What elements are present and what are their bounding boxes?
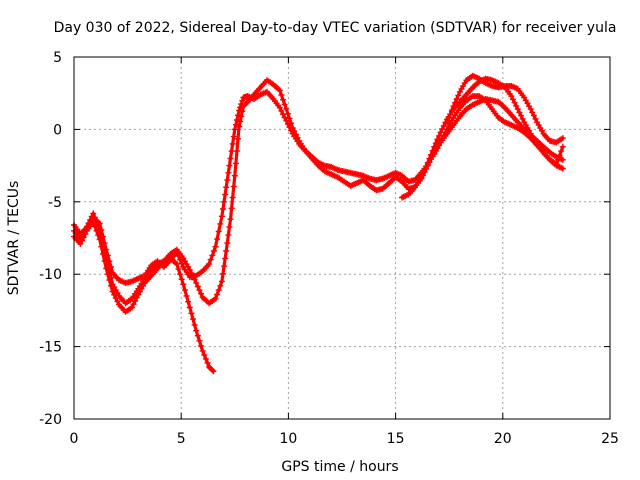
series-track-5 (444, 72, 566, 146)
series-track-3 (71, 210, 217, 375)
series-track-4 (399, 93, 566, 201)
y-tick-label: -10 (39, 267, 62, 283)
x-tick-label: 5 (177, 431, 186, 447)
x-tick-label: 25 (601, 431, 619, 447)
data-series (71, 72, 566, 375)
series-line (72, 90, 565, 285)
y-tick-label: -15 (39, 340, 62, 356)
series-markers (71, 88, 566, 286)
x-tick-label: 0 (70, 431, 79, 447)
x-tick-label: 20 (494, 431, 512, 447)
y-tick-label: 5 (53, 50, 62, 66)
series-markers (399, 93, 566, 201)
x-tick-label: 15 (387, 431, 405, 447)
axis-ticks: 0 5 10 15 20 25 -20 -15 -10 -5 0 5 (39, 50, 619, 447)
series-line (72, 211, 215, 373)
plot-frame (73, 56, 611, 420)
chart-title: Day 030 of 2022, Sidereal Day-to-day VTE… (54, 20, 617, 36)
y-axis-title: SDTVAR / TECUs (6, 181, 22, 296)
series-track-1 (71, 88, 566, 286)
y-tick-label: -20 (39, 412, 62, 428)
series-markers (444, 72, 566, 146)
x-tick-label: 10 (279, 431, 297, 447)
grid-lines (74, 57, 610, 419)
series-markers (71, 210, 217, 375)
x-axis-title: GPS time / hours (281, 459, 398, 475)
y-tick-label: -5 (48, 195, 62, 211)
y-tick-label: 0 (53, 122, 62, 138)
